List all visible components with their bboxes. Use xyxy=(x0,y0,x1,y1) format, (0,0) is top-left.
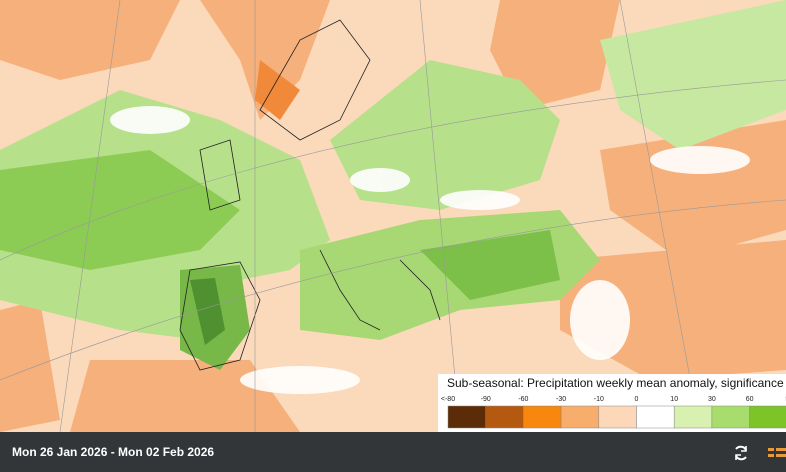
legend-label: 10 xyxy=(670,396,678,403)
legend-swatch xyxy=(673,405,713,429)
legend-label: -10 xyxy=(594,396,604,403)
graticule xyxy=(0,0,786,432)
neutral-patches xyxy=(110,106,750,394)
legend-swatch xyxy=(560,405,600,429)
legend-swatch xyxy=(598,405,637,429)
legend-swatch xyxy=(447,405,486,429)
legend: Sub-seasonal: Precipitation weekly mean … xyxy=(438,374,786,432)
legend-title: Sub-seasonal: Precipitation weekly mean … xyxy=(447,376,786,390)
legend-swatch xyxy=(636,405,675,429)
legend-label: <-80 xyxy=(441,396,455,403)
legend-swatch xyxy=(711,405,750,429)
menu-button[interactable] xyxy=(768,448,786,458)
toolbar: Mon 26 Jan 2026 - Mon 02 Feb 2026 xyxy=(0,432,786,472)
legend-label: 0 xyxy=(635,396,639,403)
legend-label: 60 xyxy=(746,396,754,403)
legend-swatch xyxy=(523,405,562,429)
refresh-button[interactable] xyxy=(732,444,750,462)
legend-label: -30 xyxy=(556,396,566,403)
map: Sub-seasonal: Precipitation weekly mean … xyxy=(0,0,786,432)
date-range: Mon 26 Jan 2026 - Mon 02 Feb 2026 xyxy=(12,445,215,459)
legend-label: -60 xyxy=(518,396,528,403)
legend-label: -90 xyxy=(481,396,491,403)
legend-swatch xyxy=(749,405,786,429)
legend-swatch xyxy=(485,405,524,429)
legend-label: 30 xyxy=(708,396,716,403)
coastlines xyxy=(179,19,441,371)
